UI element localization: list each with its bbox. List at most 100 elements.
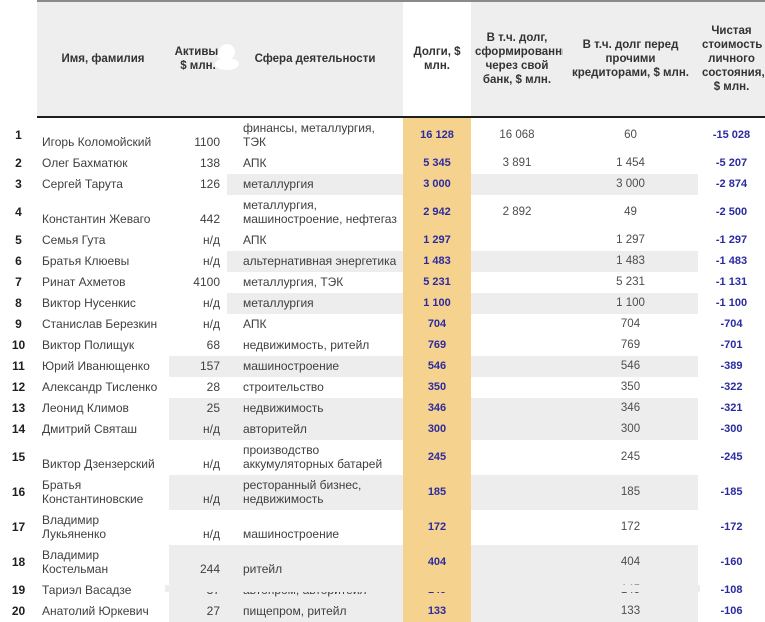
table-row: 1 Игорь Коломойский 1100 финансы, металлург… [0,117,765,153]
cell-own-bank [471,251,563,272]
cell-rank: 6 [15,254,22,268]
cell-name: Братья Константиновские [42,478,144,506]
cell-rank: 7 [15,275,22,289]
table-row: 9 Станислав Березкин н/д АПК 704 704 -704 [0,314,765,335]
header-assets: Активы, $ млн. [169,0,227,118]
cell-other-creditors: 769 [620,339,641,351]
cell-net-worth: -2 874 [715,178,748,190]
cell-other-creditors: 60 [624,129,637,141]
debts-column-continuation [403,585,471,592]
table-row: 11 Юрий Иванющенко 157 машиностроение 546 546… [0,356,765,377]
cell-rank: 5 [15,233,22,247]
cell-assets: н/д [203,254,220,268]
cell-sphere: производство аккумуляторных батарей [243,443,383,471]
cell-debts: 769 [403,335,471,356]
cell-assets: 442 [199,212,220,226]
cell-other-creditors: 350 [620,381,641,393]
cell-other-creditors: 300 [563,419,698,440]
table-row: 6 Братья Клюевы н/д альтернативная энергети… [0,251,765,272]
cell-sphere: металлургия, ТЭК [243,275,344,289]
cell-sphere: альтернативная энергетика [227,251,403,272]
cell-net-worth: -172 [720,521,743,533]
cell-net-worth: -2 500 [715,206,748,218]
cell-name: Игорь Коломойский [42,135,152,149]
table-header: Имя, фамилия Активы, $ млн. Сфера деятел… [0,0,765,118]
cell-name: Виктор Нусенкис [42,296,136,310]
table-row: 18 Владимир Костельман 244 ритейл 404 404 -160 [0,545,765,580]
cell-debts: 350 [403,377,471,398]
cell-sphere: финансы, металлургия, ТЭК [243,121,375,149]
cell-rank: 14 [11,422,26,436]
cell-name: Ринат Ахметов [42,275,126,289]
cell-own-bank [471,601,563,622]
cell-assets: 68 [206,338,220,352]
cell-net-worth: -704 [720,318,743,330]
header-sphere: Сфера деятельности [227,0,403,118]
cell-net-worth: -185 [720,486,743,498]
table-body: 1 Игорь Коломойский 1100 финансы, металлург… [0,117,765,622]
cell-assets: 28 [206,380,220,394]
cell-assets: 4100 [193,275,220,289]
cell-other-creditors: 5 231 [616,276,645,288]
cell-debts: 16 128 [403,117,471,153]
cell-sphere: пищепром, ритейл [227,601,403,622]
cell-name: Тариэл Васадзе [42,583,132,597]
header-net-worth: Чистая стоимость личного состояния, $ мл… [698,0,765,118]
table-row: 16 Братья Константиновские н/д ресторанный … [0,475,765,510]
cell-sphere: машиностроение [227,356,403,377]
cell-name: Владимир Лукьяненко [42,513,106,541]
cell-net-worth: -321 [720,402,743,414]
cell-debts: 245 [403,440,471,475]
cell-own-bank [471,272,563,293]
cell-name: Владимир Костельман [42,548,109,576]
cell-own-bank [471,293,563,314]
cell-other-creditors: 1 100 [563,293,698,314]
cell-net-worth: -1 100 [715,297,748,309]
cell-name: Виктор Полищук [42,338,135,352]
cell-name: Анатолий Юркевич [42,604,149,618]
table-row: 14 Дмитрий Святаш н/д авторитейл 300 300 -300 [0,419,765,440]
cell-own-bank [471,398,563,419]
table-row: 4 Константин Жеваго 442 металлургия, машино… [0,195,765,230]
cell-assets: н/д [169,475,227,510]
cell-assets: н/д [203,527,220,541]
cell-own-bank: 16 068 [499,129,535,141]
cell-sphere: авторитейл [227,419,403,440]
cell-rank: 18 [11,555,26,569]
cell-name: Станислав Березкин [42,317,158,331]
table-row: 3 Сергей Тарута 126 металлургия 3 000 3 000 -2… [0,174,765,195]
cell-name: Олег Бахматюк [42,156,128,170]
cell-name: Виктор Дзензерский [42,457,155,471]
header-debts: Долги, $ млн. [403,0,471,118]
cell-assets: н/д [203,296,220,310]
cell-net-worth: -1 483 [715,255,748,267]
cell-assets: н/д [203,317,220,331]
cell-name: Константин Жеваго [42,212,151,226]
cell-debts: 1 297 [403,230,471,251]
cell-debts: 133 [403,601,471,622]
cell-net-worth: -300 [720,423,743,435]
cell-own-bank [471,314,563,335]
cell-sphere: металлургия [227,293,403,314]
cell-net-worth: -389 [720,360,743,372]
cell-debts: 1 100 [403,293,471,314]
cell-other-creditors: 185 [563,475,698,510]
table-row: 8 Виктор Нусенкис н/д металлургия 1 100 1 100… [0,293,765,314]
cell-own-bank [471,419,563,440]
cell-rank: 16 [11,485,26,499]
cell-own-bank: 3 891 [502,157,532,169]
cell-other-creditors: 1 297 [616,234,645,246]
cell-sphere: ритейл [227,545,403,580]
header-other-creditors-debt: В т.ч. долг перед прочими кредиторами, $… [563,0,698,118]
cell-debts: 172 [403,510,471,545]
cell-debts: 185 [403,475,471,510]
cell-name: Семья Гута [42,233,106,247]
cell-other-creditors: 404 [563,545,698,580]
table-row: 5 Семья Гута н/д АПК 1 297 1 297 -1 297 [0,230,765,251]
cell-own-bank [471,230,563,251]
cell-rank: 11 [12,359,25,373]
cell-sphere: недвижимость [227,398,403,419]
cell-debts: 5 345 [403,153,471,174]
cell-assets: 27 [169,601,227,622]
